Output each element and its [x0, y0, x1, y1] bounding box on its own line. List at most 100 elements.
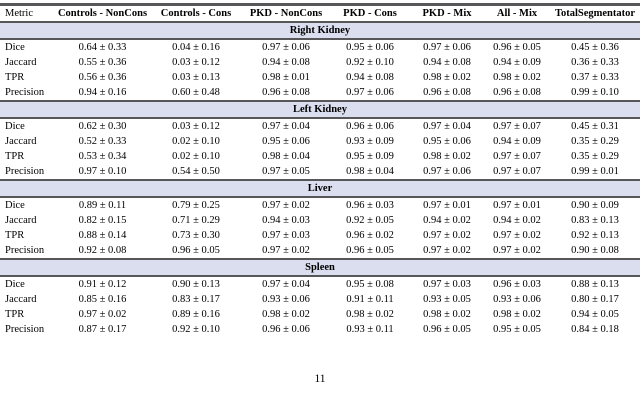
table-row: Dice 0.64 ± 0.33 0.04 ± 0.16 0.97 ± 0.06 0.9… [0, 39, 640, 55]
metric-value: 0.96 ± 0.03 [493, 278, 541, 290]
metric-value: 0.94 ± 0.03 [262, 214, 310, 226]
metric-value: 0.36 ± 0.33 [571, 56, 619, 68]
metric-value: 0.97 ± 0.02 [262, 199, 310, 211]
metric-value: 0.97 ± 0.03 [423, 278, 471, 290]
metric-value: 0.89 ± 0.16 [172, 308, 220, 320]
metric-value: 0.96 ± 0.05 [493, 41, 541, 53]
metric-label: Precision [5, 323, 45, 335]
column-header-pkd-noncons: PKD - NonCons [242, 4, 330, 23]
metric-value: 0.97 ± 0.02 [423, 229, 471, 241]
metric-value: 0.92 ± 0.10 [172, 323, 220, 335]
metric-label: Jaccard [5, 293, 37, 305]
metric-value: 0.98 ± 0.04 [262, 150, 310, 162]
metric-value: 0.82 ± 0.15 [78, 214, 127, 226]
metric-label: Jaccard [5, 135, 37, 147]
table-row: Precision 0.92 ± 0.08 0.96 ± 0.05 0.97 ± 0.… [0, 243, 640, 259]
metric-value: 0.97 ± 0.04 [262, 278, 310, 290]
metric-value: 0.99 ± 0.01 [571, 165, 619, 177]
metric-value: 0.95 ± 0.06 [423, 135, 471, 147]
metric-value: 0.62 ± 0.30 [78, 120, 127, 132]
metric-value: 0.80 ± 0.17 [571, 293, 619, 305]
metric-value: 0.96 ± 0.03 [346, 199, 394, 211]
metric-value: 0.02 ± 0.10 [172, 135, 220, 147]
column-header-controls-cons: Controls - Cons [150, 4, 242, 23]
metric-label: Precision [5, 165, 45, 177]
metric-value: 0.97 ± 0.06 [423, 41, 471, 53]
metric-value: 0.97 ± 0.02 [493, 229, 541, 241]
table-row: Precision 0.94 ± 0.16 0.60 ± 0.48 0.96 ± 0.… [0, 85, 640, 101]
section-band: Right Kidney [0, 21, 640, 40]
column-header-pkd-cons: PKD - Cons [330, 4, 410, 23]
metric-value: 0.97 ± 0.03 [262, 229, 310, 241]
metric-value: 0.91 ± 0.11 [346, 293, 394, 305]
metric-value: 0.88 ± 0.14 [78, 229, 127, 241]
metric-value: 0.97 ± 0.02 [423, 244, 471, 256]
metric-value: 0.35 ± 0.29 [571, 135, 619, 147]
metric-value: 0.98 ± 0.02 [262, 308, 310, 320]
metric-value: 0.91 ± 0.12 [78, 278, 127, 290]
metric-value: 0.98 ± 0.02 [346, 308, 394, 320]
metric-value: 0.93 ± 0.05 [423, 293, 471, 305]
metric-value: 0.87 ± 0.17 [78, 323, 127, 335]
metric-value: 0.94 ± 0.02 [493, 214, 541, 226]
table-row: TPR 0.53 ± 0.34 0.02 ± 0.10 0.98 ± 0.04 0.95… [0, 149, 640, 164]
metric-value: 0.99 ± 0.10 [571, 86, 619, 98]
metric-value: 0.90 ± 0.13 [172, 278, 220, 290]
metric-value: 0.60 ± 0.48 [172, 86, 220, 98]
metric-value: 0.97 ± 0.04 [423, 120, 471, 132]
metric-value: 0.96 ± 0.08 [493, 86, 541, 98]
metric-value: 0.97 ± 0.06 [262, 41, 310, 53]
metric-value: 0.03 ± 0.12 [172, 120, 220, 132]
metric-value: 0.35 ± 0.29 [571, 150, 619, 162]
metric-value: 0.98 ± 0.01 [262, 71, 310, 83]
metric-value: 0.97 ± 0.01 [493, 199, 541, 211]
page-number: 11 [314, 373, 326, 385]
metric-label: TPR [5, 229, 25, 241]
section-band: Spleen [0, 258, 640, 277]
metric-value: 0.93 ± 0.11 [346, 323, 394, 335]
column-header-metric: Metric [0, 4, 55, 23]
metric-value: 0.96 ± 0.06 [262, 323, 310, 335]
metric-value: 0.97 ± 0.06 [346, 86, 394, 98]
table-row: Dice 0.91 ± 0.12 0.90 ± 0.13 0.97 ± 0.04 0.9… [0, 276, 640, 292]
header-row: Metric Controls - NonCons Controls - Con… [0, 4, 640, 23]
metric-value: 0.95 ± 0.08 [346, 278, 394, 290]
table-row: Jaccard 0.55 ± 0.36 0.03 ± 0.12 0.94 ± 0.08… [0, 55, 640, 70]
metric-value: 0.97 ± 0.02 [78, 308, 127, 320]
metric-value: 0.95 ± 0.09 [346, 150, 394, 162]
metric-value: 0.73 ± 0.30 [172, 229, 220, 241]
metric-label: Jaccard [5, 214, 37, 226]
table-row: Dice 0.89 ± 0.11 0.79 ± 0.25 0.97 ± 0.02 0.9… [0, 197, 640, 213]
metric-value: 0.90 ± 0.08 [571, 244, 619, 256]
metric-value: 0.98 ± 0.02 [423, 308, 471, 320]
metric-value: 0.94 ± 0.08 [262, 56, 310, 68]
metric-value: 0.97 ± 0.07 [493, 120, 541, 132]
metric-value: 0.96 ± 0.05 [172, 244, 220, 256]
metric-label: Precision [5, 86, 45, 98]
metric-value: 0.93 ± 0.09 [346, 135, 394, 147]
metric-value: 0.98 ± 0.02 [423, 71, 471, 83]
metric-value: 0.03 ± 0.13 [172, 71, 220, 83]
metric-value: 0.97 ± 0.02 [262, 244, 310, 256]
metric-value: 0.97 ± 0.06 [423, 165, 471, 177]
metric-value: 0.52 ± 0.33 [78, 135, 127, 147]
metric-value: 0.96 ± 0.06 [346, 120, 394, 132]
table-row: Jaccard 0.82 ± 0.15 0.71 ± 0.29 0.94 ± 0.03… [0, 213, 640, 228]
results-table: Metric Controls - NonCons Controls - Con… [0, 3, 640, 337]
section-title: Right Kidney [0, 21, 640, 40]
metric-value: 0.94 ± 0.08 [423, 56, 471, 68]
metric-label: TPR [5, 71, 25, 83]
column-header-totalsegmentator: TotalSegmentator [550, 4, 640, 23]
metric-value: 0.37 ± 0.33 [571, 71, 619, 83]
paper-page: Metric Controls - NonCons Controls - Con… [0, 3, 640, 385]
metric-value: 0.96 ± 0.08 [423, 86, 471, 98]
metric-label: Dice [5, 120, 25, 132]
metric-value: 0.56 ± 0.36 [78, 71, 127, 83]
metric-label: Dice [5, 278, 25, 290]
metric-value: 0.89 ± 0.11 [78, 199, 127, 211]
metric-value: 0.97 ± 0.07 [493, 150, 541, 162]
metric-value: 0.53 ± 0.34 [78, 150, 127, 162]
metric-value: 0.54 ± 0.50 [172, 165, 220, 177]
metric-value: 0.02 ± 0.10 [172, 150, 220, 162]
metric-value: 0.45 ± 0.36 [571, 41, 619, 53]
